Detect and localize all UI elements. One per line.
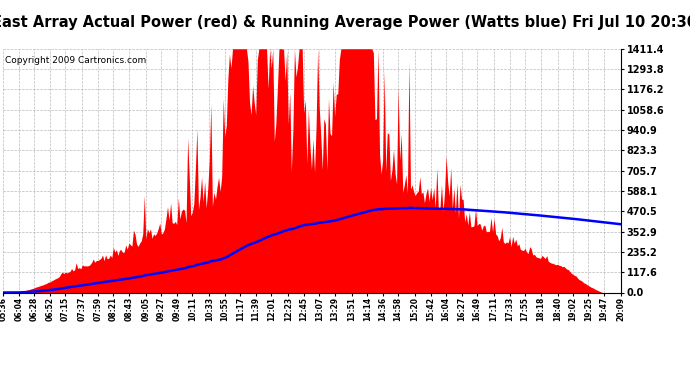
Text: East Array Actual Power (red) & Running Average Power (Watts blue) Fri Jul 10 20: East Array Actual Power (red) & Running … bbox=[0, 15, 690, 30]
Text: Copyright 2009 Cartronics.com: Copyright 2009 Cartronics.com bbox=[5, 56, 146, 65]
